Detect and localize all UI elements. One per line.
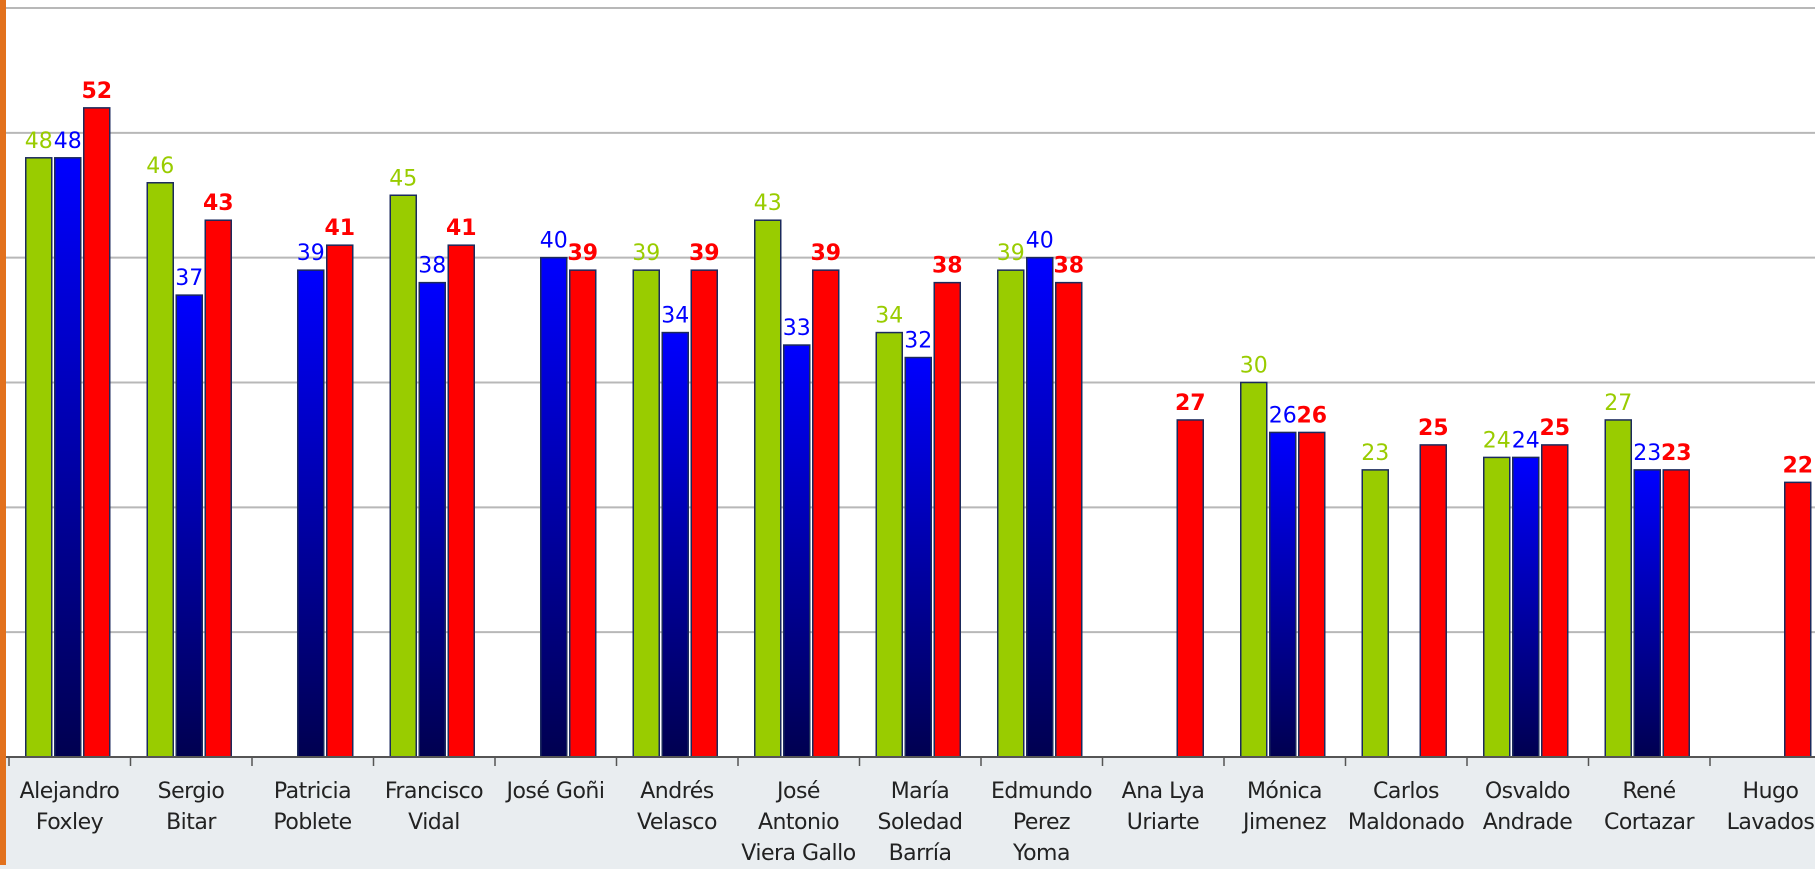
value-label: 27 <box>1175 391 1206 416</box>
value-label: 23 <box>1361 441 1389 466</box>
value-label: 45 <box>389 166 417 191</box>
bar <box>175 294 203 758</box>
bar <box>1541 444 1569 758</box>
value-label: 46 <box>146 154 174 179</box>
bar <box>1784 481 1812 758</box>
value-label: 33 <box>783 316 811 341</box>
bar <box>389 194 417 758</box>
value-label: 26 <box>1296 403 1327 428</box>
value-label: 39 <box>632 241 660 266</box>
x-tick-label: Hugo Lavados <box>1726 779 1815 835</box>
value-label: 39 <box>810 241 841 266</box>
value-label: 34 <box>875 304 903 329</box>
bar <box>1361 469 1389 758</box>
bar <box>540 256 568 758</box>
x-tick-label: Sergio Bitar <box>157 779 225 835</box>
bar <box>569 269 597 758</box>
value-label: 34 <box>661 304 689 329</box>
bar <box>1176 419 1204 758</box>
bar <box>447 244 475 758</box>
bar <box>632 269 660 758</box>
value-label: 43 <box>203 191 234 216</box>
bar <box>1633 469 1661 758</box>
value-label: 26 <box>1269 403 1297 428</box>
value-label: 39 <box>997 241 1025 266</box>
value-label: 27 <box>1604 391 1632 416</box>
bar <box>418 281 446 758</box>
value-label: 38 <box>418 254 446 279</box>
bar <box>1604 419 1632 758</box>
bar <box>1298 431 1326 758</box>
bar <box>997 269 1025 758</box>
bar <box>1055 281 1083 758</box>
value-label: 38 <box>932 254 963 279</box>
bar <box>297 269 325 758</box>
value-label: 41 <box>446 216 477 241</box>
x-tick-label: René Cortazar <box>1603 779 1695 835</box>
bar <box>1026 256 1054 758</box>
x-tick-label: Edmundo Perez Yoma <box>990 779 1093 866</box>
bar <box>83 107 111 758</box>
value-label: 22 <box>1782 453 1813 478</box>
x-tick-label: María Soledad Barría <box>877 779 963 866</box>
x-tick-label: Andrés Velasco <box>637 779 718 835</box>
value-label: 48 <box>54 129 82 154</box>
bar <box>1269 431 1297 758</box>
bar <box>661 331 689 758</box>
value-label: 25 <box>1418 416 1449 441</box>
bar <box>812 269 840 758</box>
value-label: 39 <box>689 241 720 266</box>
value-label: 32 <box>904 329 932 354</box>
bar <box>904 356 932 758</box>
value-label: 48 <box>25 129 53 154</box>
bar <box>875 331 903 758</box>
bar <box>1483 456 1511 758</box>
x-tick-label: Alejandro Foxley <box>19 779 120 835</box>
x-tick-label: Osvaldo Andrade <box>1482 779 1573 835</box>
bar <box>690 269 718 758</box>
x-tick-label: José Antonio Viera Gallo <box>741 779 856 866</box>
bar <box>1512 456 1540 758</box>
value-label: 30 <box>1240 354 1268 379</box>
bar <box>754 219 782 758</box>
value-label: 23 <box>1633 441 1661 466</box>
value-label: 37 <box>175 266 203 291</box>
value-label: 24 <box>1512 428 1540 453</box>
page-border <box>0 0 6 865</box>
x-tick-label: Ana Lya Uriarte <box>1121 779 1205 835</box>
bar <box>326 244 354 758</box>
bar <box>146 182 174 758</box>
value-label: 24 <box>1483 428 1511 453</box>
bar <box>1240 381 1268 758</box>
bar <box>933 281 961 758</box>
value-label: 40 <box>540 229 568 254</box>
x-tick-label: Carlos Maldonado <box>1347 779 1465 835</box>
value-label: 41 <box>324 216 355 241</box>
value-label: 25 <box>1539 416 1570 441</box>
bar <box>1662 469 1690 758</box>
x-tick-label: Francisco Vidal <box>384 779 484 835</box>
value-label: 39 <box>567 241 598 266</box>
value-label: 39 <box>297 241 325 266</box>
value-label: 40 <box>1026 229 1054 254</box>
value-label: 38 <box>1053 254 1084 279</box>
x-tick-label: Mónica Jimenez <box>1242 779 1327 835</box>
value-label: 52 <box>81 79 112 104</box>
x-tick-label: José Goñi <box>506 779 605 804</box>
bar <box>54 157 82 758</box>
bar <box>1419 444 1447 758</box>
bar <box>25 157 53 758</box>
value-label: 43 <box>754 191 782 216</box>
bar <box>204 219 232 758</box>
bar <box>783 344 811 758</box>
value-label: 23 <box>1661 441 1692 466</box>
x-tick-label: Patricia Poblete <box>273 779 352 835</box>
